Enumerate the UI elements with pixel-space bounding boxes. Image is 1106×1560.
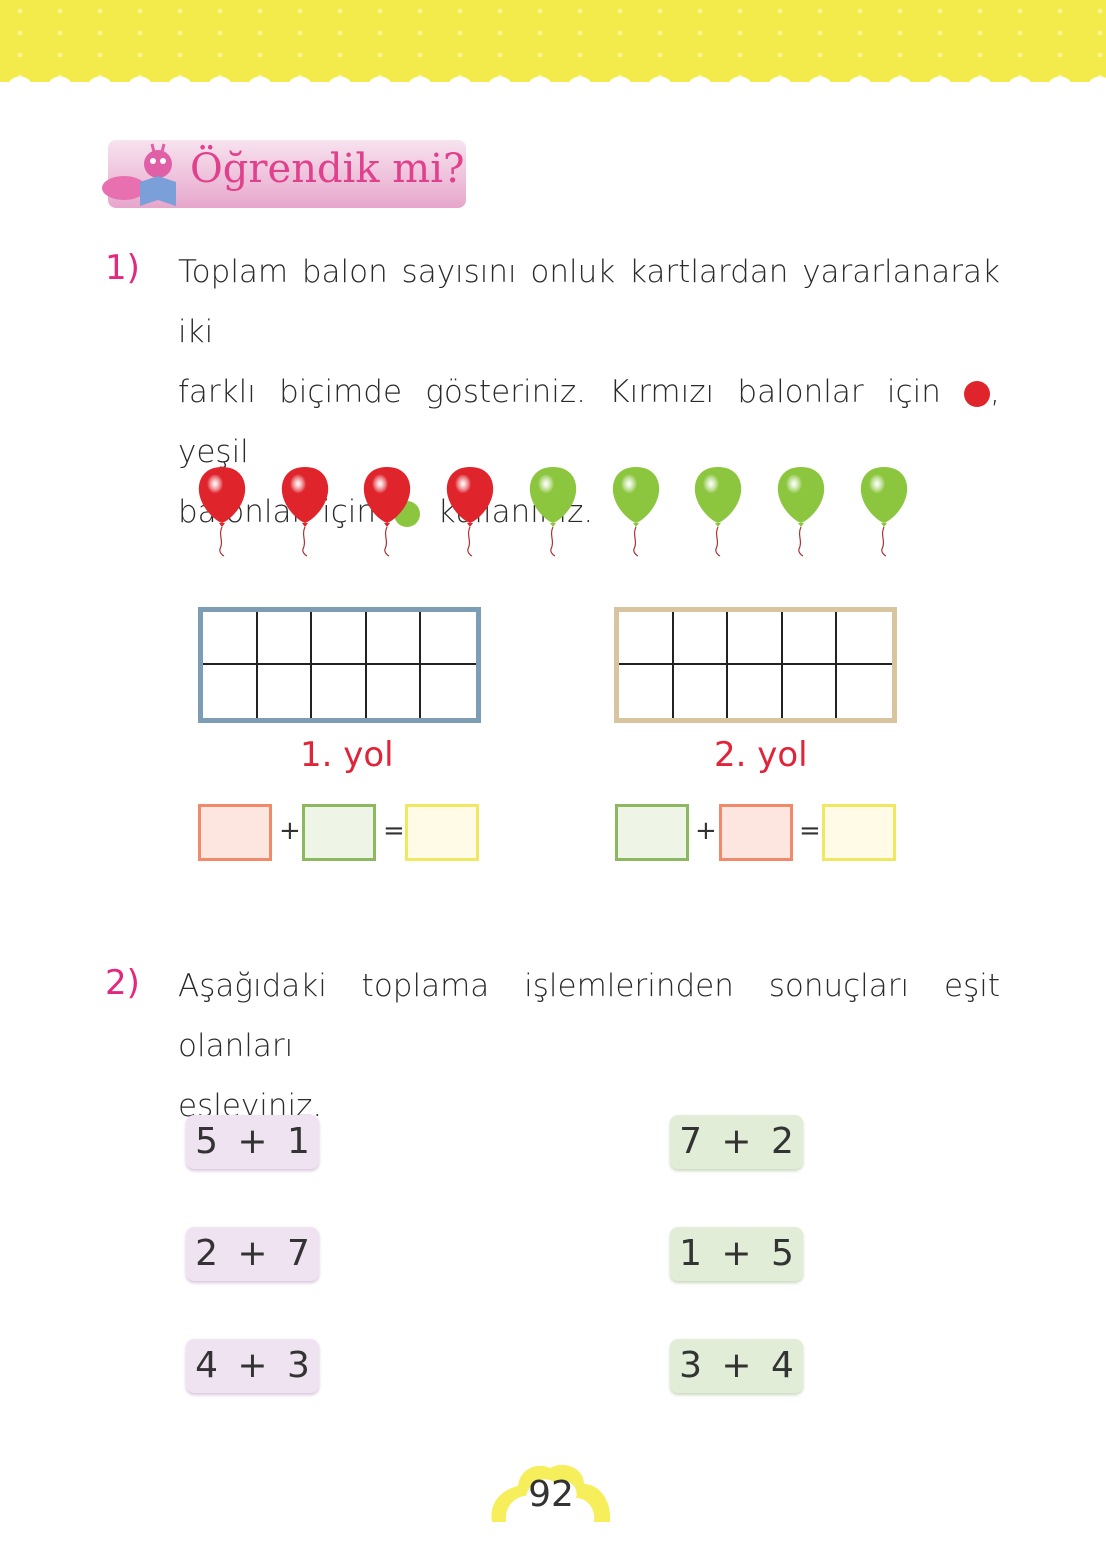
red-balloon-icon (281, 467, 328, 557)
question-2-number: 2) (105, 963, 140, 1003)
way-2-red-count-box[interactable] (719, 804, 793, 861)
plus-sign: + (279, 816, 301, 846)
way-1-green-count-box[interactable] (302, 804, 376, 861)
way-1-total-box[interactable] (405, 804, 479, 861)
equals-sign: = (799, 816, 821, 846)
red-balloon-icon (446, 467, 494, 557)
q1-line-1: Toplam balon sayısını onluk kartlardan y… (178, 254, 1000, 350)
green-balloon-icon (860, 467, 907, 557)
way-2-label: 2. yol (714, 735, 808, 775)
page-number-cloud-icon (491, 1464, 611, 1522)
green-balloon-icon (612, 467, 659, 557)
plus-sign: + (695, 816, 717, 846)
right-expression[interactable]: 7 + 2 (670, 1115, 803, 1169)
caterpillar-mascot-icon (102, 143, 176, 206)
equals-sign: = (383, 816, 405, 846)
left-expression[interactable]: 5 + 1 (186, 1115, 319, 1169)
q2-line-1: Aşağıdaki toplama işlemlerinden sonuçlar… (178, 968, 1000, 1064)
section-title: Öğrendik mi? (190, 146, 465, 192)
q1-line-2: farklı biçimde gösteriniz. Kırmızı balon… (178, 362, 1000, 482)
right-expression[interactable]: 1 + 5 (670, 1227, 803, 1281)
ten-frame-1 (198, 607, 481, 723)
way-2-green-count-box[interactable] (615, 804, 689, 861)
red-balloon-icon (364, 467, 411, 557)
banner-scallop (0, 66, 1106, 90)
question-1-number: 1) (105, 248, 140, 288)
way-1-label: 1. yol (300, 735, 394, 775)
green-balloon-icon (695, 467, 742, 557)
red-balloon-icon (198, 467, 246, 557)
ten-frame-2 (614, 607, 897, 723)
q1-line-2a: farklı biçimde gösteriniz. Kırmızı balon… (178, 374, 941, 410)
question-2-text: Aşağıdaki toplama işlemlerinden sonuçlar… (178, 956, 1000, 1136)
green-balloon-icon (529, 467, 576, 557)
way-2-total-box[interactable] (822, 804, 896, 861)
red-dot-icon (964, 380, 991, 407)
page-number: 92 (528, 1474, 574, 1515)
left-expression[interactable]: 2 + 7 (186, 1227, 319, 1281)
left-expression[interactable]: 4 + 3 (186, 1339, 319, 1393)
right-expression[interactable]: 3 + 4 (670, 1339, 803, 1393)
q1-line-2b: , yeşil (178, 374, 1001, 470)
way-1-red-count-box[interactable] (198, 804, 272, 861)
green-balloon-icon (777, 467, 825, 557)
